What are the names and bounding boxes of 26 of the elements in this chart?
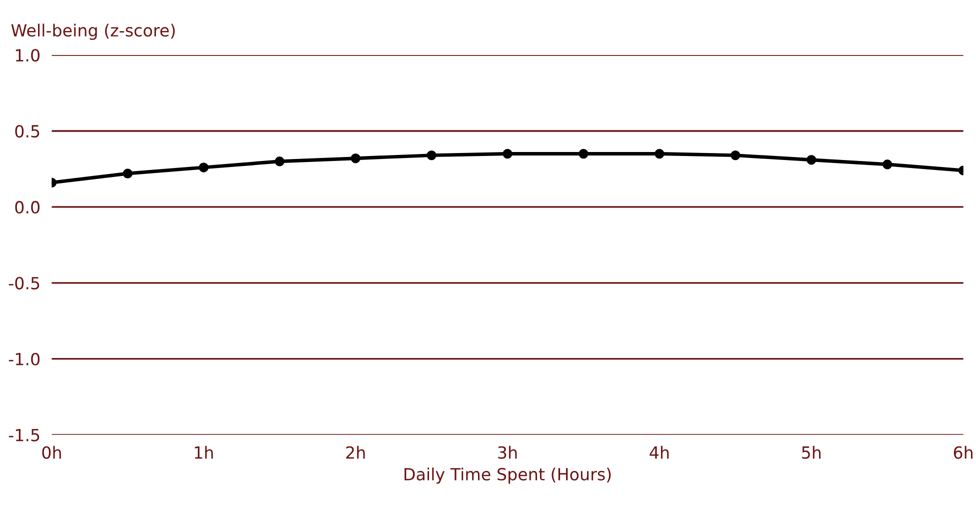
y-axis-title: Well-being (z-score) — [11, 24, 175, 40]
x-tick-label: 2h — [346, 446, 365, 459]
x-tick-label: 1h — [194, 446, 213, 459]
x-tick-label: 3h — [498, 446, 517, 459]
y-tick-label: -0.5 — [8, 276, 40, 290]
y-tick-label: 1.0 — [16, 49, 40, 62]
y-tick-label: -1.5 — [8, 428, 40, 442]
x-tick-label: 4h — [650, 446, 669, 459]
x-tick-label: 6h — [954, 446, 972, 459]
x-tick-label: 0h — [42, 446, 61, 459]
point — [806, 154, 816, 165]
point — [426, 150, 436, 160]
y-tick-label: 0.5 — [15, 124, 40, 138]
point — [882, 160, 892, 170]
point — [730, 150, 740, 160]
x-tick-label: 5h — [802, 446, 821, 459]
point — [274, 156, 284, 166]
x-axis-title: Daily Time Spent (Hours) — [404, 468, 611, 484]
y-tick-label: -1.0 — [8, 352, 40, 366]
point — [122, 168, 133, 178]
point — [350, 153, 360, 164]
point — [198, 162, 209, 172]
point — [654, 148, 664, 159]
y-tick-label: 0.0 — [15, 200, 40, 214]
point — [578, 148, 588, 159]
point — [502, 148, 512, 159]
